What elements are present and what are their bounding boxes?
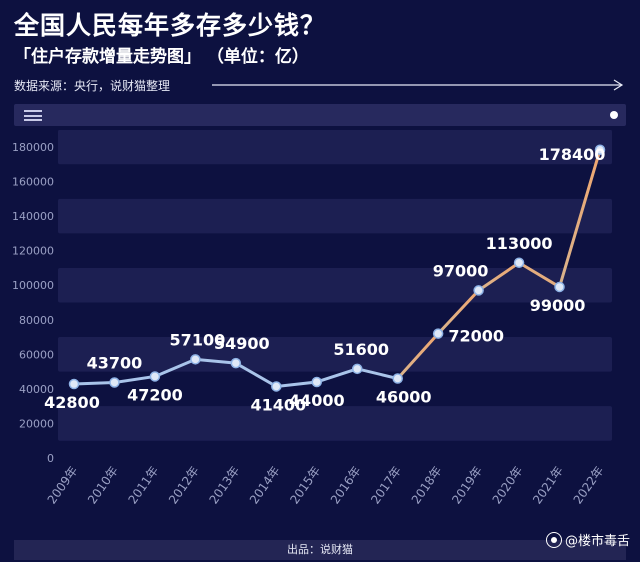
data-point <box>190 354 201 365</box>
data-point <box>230 357 242 369</box>
data-source-note: 数据来源：央行，说财猫整理 <box>14 79 171 93</box>
x-tick-label: 2012年 <box>166 464 202 507</box>
series-line-segment <box>193 357 238 365</box>
x-tick-label: 2022年 <box>571 464 607 507</box>
circle-dot-icon <box>610 111 618 119</box>
y-tick-label: 60000 <box>19 348 54 361</box>
x-tick-label: 2018年 <box>409 464 445 507</box>
series-line-segment <box>436 288 481 336</box>
watermark-text: @楼市毒舌 <box>564 534 630 549</box>
chart-title: 全国人民每年多存多少钱？ <box>14 11 327 40</box>
line-chart: 0 20000 40000 60000 80000 100000 120000 140000 1… <box>12 130 612 507</box>
y-tick-label: 140000 <box>12 210 54 223</box>
y-tick-label: 160000 <box>12 176 54 189</box>
series-line-segment <box>355 367 400 381</box>
y-tick-label: 80000 <box>19 314 54 327</box>
hamburger-menu-icon[interactable] <box>24 110 42 121</box>
data-label: 42800 <box>44 393 100 412</box>
x-tick-label: 2016年 <box>328 464 364 507</box>
x-tick-label: 2014年 <box>247 464 283 507</box>
series-line-segment <box>112 374 157 384</box>
series-line-segment <box>558 148 602 289</box>
data-point <box>392 373 403 384</box>
data-label: 113000 <box>486 234 553 253</box>
grid-band <box>58 198 612 234</box>
series-line-segment <box>517 261 562 289</box>
x-tick-label: 2021年 <box>530 464 566 507</box>
y-tick-label: 40000 <box>19 383 54 396</box>
data-point <box>513 257 525 269</box>
grid-band <box>58 406 612 441</box>
watermark-logo-icon <box>545 532 562 548</box>
data-point <box>594 144 606 156</box>
grid-band <box>58 130 612 165</box>
y-tick-label: 20000 <box>19 417 54 430</box>
data-point <box>109 377 120 388</box>
series-line-segment <box>234 361 278 388</box>
data-point <box>351 363 363 375</box>
data-label: 51600 <box>333 340 389 359</box>
x-tick-label: 2017年 <box>368 464 404 507</box>
x-tick-label: 2020年 <box>490 464 526 507</box>
series-line-segment <box>72 380 116 386</box>
series-line-segment <box>477 261 521 292</box>
y-tick-label: 100000 <box>12 279 54 292</box>
footer-credit: 出品：说财猫 <box>14 540 626 560</box>
data-point <box>432 328 444 339</box>
data-point <box>68 378 80 390</box>
series-line-segment <box>315 367 359 384</box>
data-label: 178400 <box>539 145 606 164</box>
data-label: 57100 <box>170 330 226 349</box>
data-point <box>149 371 161 382</box>
chart-toolbar <box>14 104 626 126</box>
data-point <box>271 381 282 392</box>
x-tick-label: 2013年 <box>206 464 242 507</box>
series-line-segment <box>153 357 197 378</box>
data-label: 43700 <box>87 353 143 372</box>
data-point <box>311 376 323 388</box>
data-label: 72000 <box>448 327 504 346</box>
data-label: 99000 <box>530 296 586 315</box>
data-label: 54900 <box>214 334 270 353</box>
y-tick-label: 120000 <box>12 245 54 258</box>
data-point <box>473 285 484 296</box>
y-tick-label: 180000 <box>12 141 54 154</box>
x-tick-label: 2015年 <box>287 464 323 507</box>
data-label: 47200 <box>127 385 183 404</box>
chart-subtitle: 「住户存款增量走势图」 （单位：亿） <box>14 47 309 67</box>
data-label: 97000 <box>433 261 489 280</box>
data-label: 41400 <box>250 395 306 414</box>
data-label: 46000 <box>376 388 432 407</box>
series-line-segment <box>274 380 319 388</box>
x-tick-label: 2011年 <box>126 464 162 507</box>
watermark: @楼市毒舌 <box>545 530 630 549</box>
arrow-right-icon <box>212 79 624 91</box>
data-label: 44000 <box>289 391 345 410</box>
y-tick-label: 0 <box>47 452 54 465</box>
data-point <box>554 281 565 293</box>
x-tick-label: 2010年 <box>85 464 121 507</box>
x-tick-label: 2009年 <box>45 464 81 507</box>
x-tick-label: 2019年 <box>449 464 485 507</box>
series-line-segment <box>396 332 440 381</box>
